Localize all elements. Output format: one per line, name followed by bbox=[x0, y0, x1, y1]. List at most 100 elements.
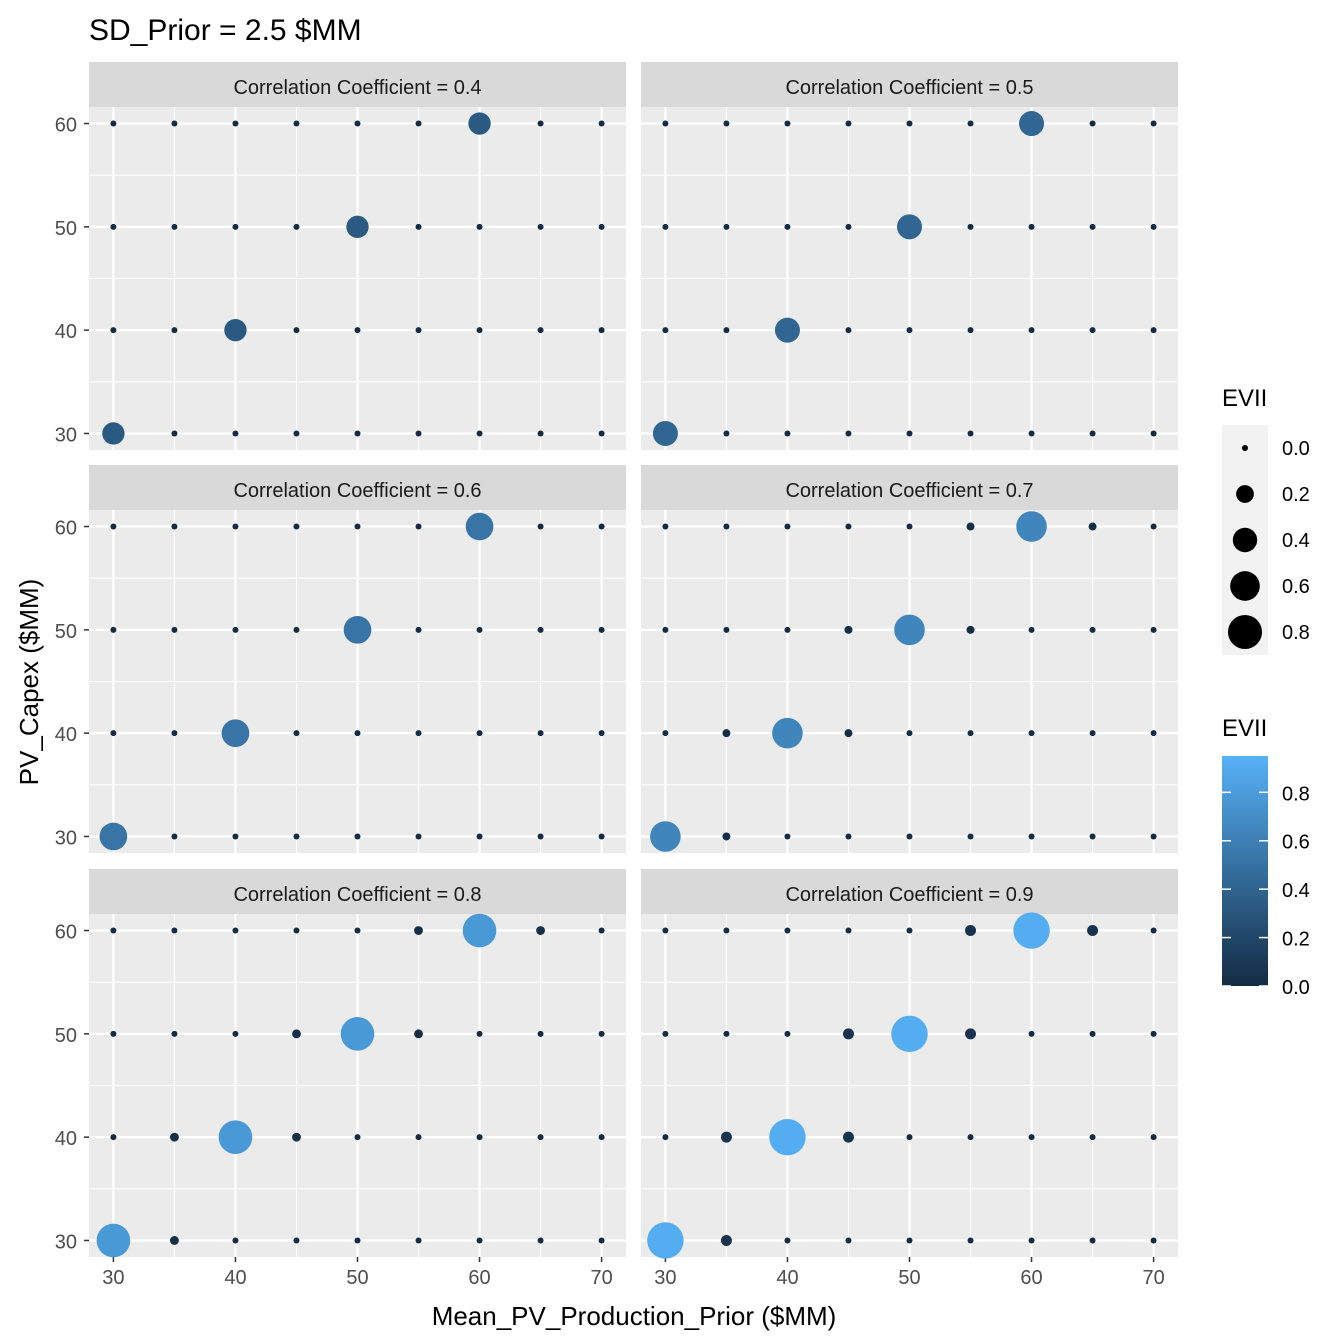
data-point bbox=[774, 317, 800, 343]
data-point bbox=[415, 626, 422, 633]
data-point bbox=[476, 1237, 483, 1244]
data-point bbox=[967, 120, 974, 127]
data-point bbox=[1088, 522, 1097, 531]
data-point bbox=[966, 522, 975, 531]
data-point bbox=[354, 730, 361, 737]
data-point bbox=[354, 1237, 361, 1244]
data-point bbox=[1150, 120, 1157, 127]
data-point bbox=[354, 430, 361, 437]
data-point bbox=[221, 719, 250, 747]
data-point bbox=[845, 120, 852, 127]
data-point bbox=[346, 215, 369, 239]
y-tick-label: 50 bbox=[55, 621, 77, 643]
y-tick-label: 30 bbox=[55, 424, 77, 446]
data-point bbox=[662, 223, 669, 230]
color-legend-label: 0.6 bbox=[1282, 832, 1310, 854]
data-point bbox=[906, 833, 913, 840]
data-point bbox=[906, 430, 913, 437]
data-point bbox=[476, 1134, 483, 1141]
facet-strip-label: Correlation Coefficient = 0.7 bbox=[785, 480, 1033, 502]
data-point bbox=[415, 730, 422, 737]
data-point bbox=[414, 926, 423, 935]
data-point bbox=[967, 327, 974, 334]
data-point bbox=[845, 430, 852, 437]
data-point bbox=[232, 223, 239, 230]
y-tick-label: 40 bbox=[55, 321, 77, 343]
data-point bbox=[784, 1237, 791, 1244]
data-point bbox=[171, 327, 178, 334]
data-point bbox=[537, 1030, 544, 1037]
data-point bbox=[232, 120, 239, 127]
data-point bbox=[1028, 626, 1035, 633]
data-point bbox=[354, 833, 361, 840]
data-point bbox=[723, 327, 730, 334]
data-point bbox=[415, 523, 422, 530]
data-point bbox=[110, 626, 117, 633]
data-point bbox=[784, 430, 791, 437]
facet-panel: Correlation Coefficient = 0.6 30 40 50 60 bbox=[55, 465, 626, 853]
data-point bbox=[171, 120, 178, 127]
data-point bbox=[99, 822, 128, 851]
data-point bbox=[1016, 511, 1047, 542]
data-point bbox=[652, 420, 678, 446]
data-point bbox=[906, 120, 913, 127]
data-point bbox=[293, 626, 300, 633]
data-point bbox=[662, 1030, 669, 1037]
data-point bbox=[844, 625, 853, 634]
data-point bbox=[772, 717, 803, 749]
data-point bbox=[476, 626, 483, 633]
data-point bbox=[723, 1030, 730, 1037]
data-point bbox=[967, 223, 974, 230]
data-point bbox=[293, 327, 300, 334]
data-point bbox=[415, 223, 422, 230]
data-point bbox=[1028, 1134, 1035, 1141]
data-point bbox=[1089, 223, 1096, 230]
y-tick-label: 50 bbox=[55, 1025, 77, 1047]
data-point bbox=[966, 625, 975, 634]
size-legend-dot bbox=[1232, 527, 1258, 553]
data-point bbox=[537, 730, 544, 737]
data-point bbox=[232, 927, 239, 934]
data-point bbox=[906, 523, 913, 530]
data-point bbox=[967, 430, 974, 437]
data-point bbox=[1150, 1237, 1157, 1244]
y-tick-label: 30 bbox=[55, 827, 77, 849]
data-point bbox=[110, 730, 117, 737]
data-point bbox=[1028, 430, 1035, 437]
facet-panel: Correlation Coefficient = 0.7 bbox=[641, 465, 1178, 853]
data-point bbox=[1150, 1030, 1157, 1037]
data-point bbox=[171, 626, 178, 633]
color-legend-label: 0.0 bbox=[1282, 977, 1310, 999]
size-legend-dot bbox=[1236, 485, 1254, 503]
data-point bbox=[845, 927, 852, 934]
data-point bbox=[292, 1029, 301, 1039]
data-point bbox=[598, 927, 605, 934]
data-point bbox=[171, 833, 178, 840]
data-point bbox=[415, 833, 422, 840]
y-tick-label: 60 bbox=[55, 518, 77, 540]
y-tick-label: 30 bbox=[55, 1231, 77, 1253]
facet-strip bbox=[89, 465, 626, 510]
data-point bbox=[224, 318, 247, 342]
data-point bbox=[845, 223, 852, 230]
data-point bbox=[1150, 523, 1157, 530]
data-point bbox=[1150, 626, 1157, 633]
data-point bbox=[967, 833, 974, 840]
data-point bbox=[415, 1237, 422, 1244]
facet-panel: Correlation Coefficient = 0.5 bbox=[641, 62, 1178, 450]
x-axis-label: Mean_PV_Production_Prior ($MM) bbox=[432, 1301, 837, 1331]
facet-strip bbox=[89, 62, 626, 107]
data-point bbox=[232, 1237, 239, 1244]
y-tick-label: 40 bbox=[55, 1128, 77, 1150]
data-point bbox=[110, 223, 117, 230]
data-point bbox=[784, 1030, 791, 1037]
data-point bbox=[1028, 223, 1035, 230]
data-point bbox=[354, 1134, 361, 1141]
size-legend-label: 0.2 bbox=[1282, 484, 1310, 506]
data-point bbox=[598, 1030, 605, 1037]
facet-strip-label: Correlation Coefficient = 0.8 bbox=[233, 884, 481, 906]
color-legend-label: 0.8 bbox=[1282, 783, 1310, 805]
data-point bbox=[110, 927, 117, 934]
data-point bbox=[537, 833, 544, 840]
data-point bbox=[293, 927, 300, 934]
